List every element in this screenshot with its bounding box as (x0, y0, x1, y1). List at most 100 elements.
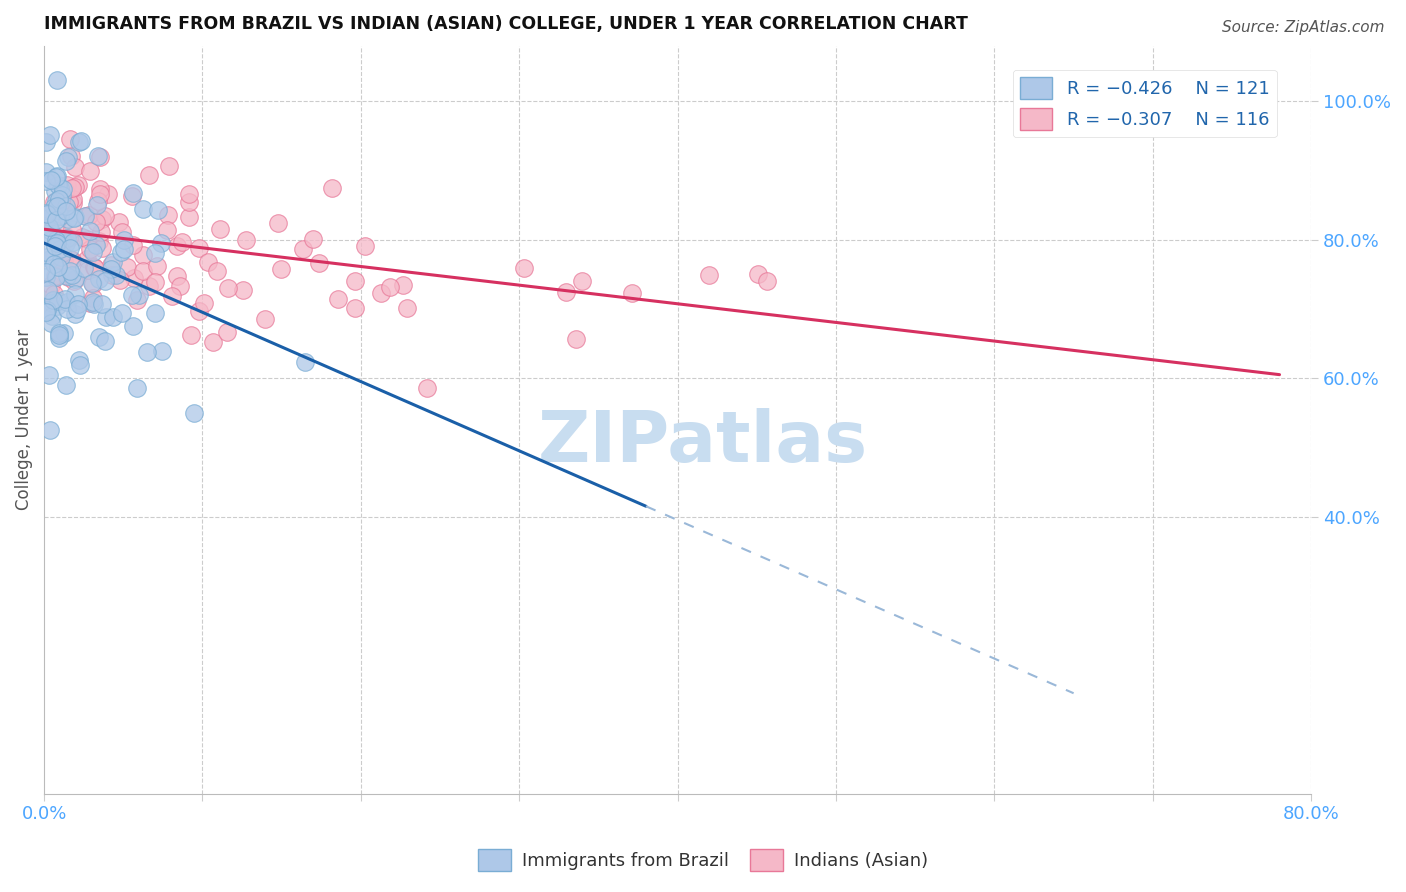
Point (208, 222, 231, 236)
Point (149, 235, 172, 250)
Point (60, 149, 83, 163)
Point (37, 218, 59, 232)
Legend: R = −0.426    N = 121, R = −0.307    N = 116: R = −0.426 N = 121, R = −0.307 N = 116 (1012, 70, 1277, 137)
Point (94, 310, 117, 324)
Point (166, 239, 188, 253)
Point (179, 210, 201, 224)
Point (143, 246, 166, 260)
Point (46, 260, 69, 275)
Point (82, 277, 104, 291)
Point (83, 260, 105, 274)
Point (60, 221, 83, 235)
Point (35, 302, 58, 317)
Point (35, 136, 58, 150)
Point (107, 215, 129, 229)
Point (60, 181, 83, 195)
Point (121, 288, 143, 302)
Point (231, 284, 253, 298)
Y-axis label: College, Under 1 year: College, Under 1 year (15, 329, 32, 510)
Point (45, 170, 67, 185)
Point (38, 211, 60, 225)
Point (344, 274, 367, 288)
Point (110, 244, 132, 259)
Point (513, 261, 536, 276)
Point (128, 288, 150, 302)
Point (42, 292, 65, 306)
Point (76, 232, 98, 246)
Point (58, 195, 80, 210)
Point (179, 187, 201, 202)
Point (73, 260, 96, 275)
Point (55, 378, 77, 392)
Point (65, 180, 87, 194)
Point (76, 252, 98, 267)
Point (146, 202, 169, 217)
Point (169, 278, 191, 293)
Point (396, 301, 419, 316)
Point (79, 224, 101, 238)
Point (122, 238, 145, 252)
Point (45, 169, 67, 183)
Point (66, 301, 89, 316)
Point (44, 239, 66, 253)
Point (56, 301, 79, 316)
Point (48, 326, 70, 340)
Point (302, 232, 325, 246)
Point (150, 343, 173, 358)
Point (39, 252, 62, 266)
Point (59, 132, 82, 146)
Point (138, 168, 160, 182)
Point (34, 206, 56, 220)
Point (42, 195, 65, 210)
Point (90, 211, 112, 226)
Point (67, 135, 90, 149)
Point (55, 235, 77, 250)
Point (121, 189, 143, 203)
Point (45, 233, 67, 247)
Point (201, 334, 224, 349)
Point (38, 128, 60, 142)
Point (63, 307, 86, 321)
Point (63, 287, 86, 301)
Point (48, 331, 70, 345)
Point (122, 271, 145, 285)
Point (65, 272, 87, 286)
Point (747, 268, 769, 282)
Point (51, 188, 73, 202)
Point (188, 303, 211, 318)
Point (58, 269, 80, 284)
Point (38, 219, 60, 234)
Point (82, 291, 104, 305)
Point (205, 263, 228, 277)
Point (79, 296, 101, 310)
Point (121, 186, 143, 200)
Point (55, 295, 77, 310)
Point (46, 233, 69, 247)
Point (308, 256, 330, 270)
Point (131, 248, 153, 262)
Point (160, 289, 183, 303)
Point (571, 274, 593, 288)
Point (555, 285, 578, 299)
Point (51, 194, 73, 209)
Point (77, 208, 100, 222)
Point (84, 260, 107, 275)
Point (44, 184, 66, 198)
Point (42, 287, 65, 301)
Point (215, 325, 238, 339)
Point (39, 277, 62, 292)
Point (48, 327, 70, 342)
Point (42, 200, 65, 214)
Point (89, 181, 111, 195)
Point (39, 423, 62, 437)
Point (55, 231, 77, 245)
Point (217, 281, 239, 295)
Point (100, 258, 122, 272)
Point (44, 268, 66, 283)
Point (89, 150, 111, 164)
Point (90, 241, 112, 255)
Point (46, 224, 69, 238)
Point (35, 251, 58, 265)
Point (38, 229, 60, 244)
Point (79, 242, 101, 256)
